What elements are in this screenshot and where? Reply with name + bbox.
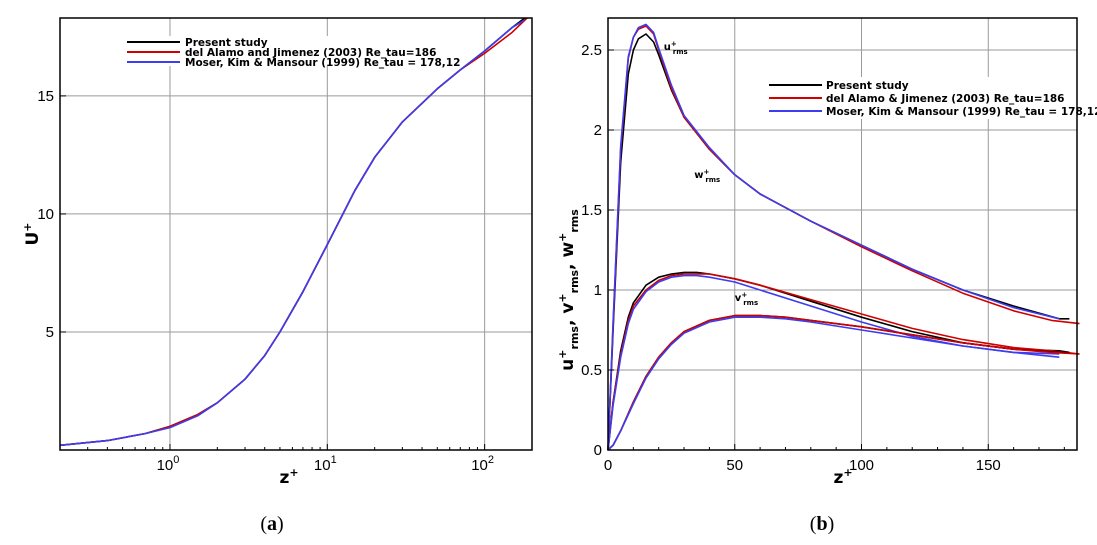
annotation-v-rms: v+ rms — [735, 291, 758, 307]
legend-b-label-present: Present study — [826, 80, 909, 92]
panel-a-series — [59, 17, 528, 447]
panel-b-series-w-moser — [607, 274, 1060, 451]
caption-b: (b) — [810, 513, 834, 535]
panel-a-xtick-label: 102 — [471, 454, 494, 474]
panel-b-ytick-label: 2 — [594, 122, 602, 139]
panel-b-ticks: 0 50 100 150 0 0.5 1 1.5 2 2.5 — [581, 42, 1065, 474]
panel-b-ytick-label: 0.5 — [581, 362, 602, 379]
panel-b-series-w-del_alamo — [607, 273, 1080, 451]
panel-b-series — [607, 23, 1080, 451]
panel-a-grid — [60, 18, 532, 450]
panel-b-annotations: u+ rms w+ rms v+ rms — [664, 40, 758, 307]
panel-b-ytick-label: 1 — [594, 282, 602, 299]
panel-b-legend: Present study del Alamo & Jimenez (2003)… — [763, 77, 1097, 119]
panel-b-xlabel: z+ — [833, 466, 852, 488]
panel-b-series-v-del_alamo — [607, 314, 1080, 451]
legend-a-label-del-alamo: del Alamo and Jimenez (2003) Re_tau=186 — [185, 47, 436, 59]
legend-b-label-moser: Moser, Kim & Mansour (1999) Re_tau = 178… — [826, 106, 1097, 118]
panel-a-series-moser — [59, 19, 525, 447]
panel-b-series-v-present — [607, 314, 1070, 451]
panel-a-ytick-label: 15 — [37, 88, 54, 105]
legend-a-label-present: Present study — [185, 37, 268, 49]
panel-a-series-present — [59, 17, 526, 447]
panel-b-ytick-label: 2.5 — [581, 42, 602, 59]
panel-b-xtick-label: 150 — [976, 457, 1001, 474]
panel-a-ytick-label: 5 — [46, 324, 54, 341]
panel-a-ylabel: U+ — [21, 222, 43, 245]
panel-b: 0 50 100 150 0 0.5 1 1.5 2 2.5 z+ u+rms, v+rms, w… — [556, 17, 1097, 535]
panel-a-ticks: 100 101 102 5 10 15 — [37, 88, 533, 474]
panel-b-series-v-moser — [607, 316, 1060, 451]
legend-a-label-moser: Moser, Kim & Mansour (1999) Re_tau = 178… — [185, 57, 460, 69]
panel-b-xtick-label: 0 — [604, 457, 612, 474]
panel-b-ylabel: u+rms, v+rms, w+rms — [556, 209, 581, 371]
panel-b-ytick-label: 0 — [594, 442, 602, 459]
annotation-u-rms: u+ rms — [664, 40, 688, 56]
panel-a-xtick-label: 101 — [314, 454, 337, 474]
panel-a-series-del_alamo — [59, 17, 528, 447]
panel-a: 100 101 102 5 10 15 z+ U+ Present study del A… — [21, 17, 533, 535]
legend-b-label-del-alamo: del Alamo & Jimenez (2003) Re_tau=186 — [826, 93, 1065, 105]
panel-a-legend: Present study del Alamo and Jimenez (200… — [124, 36, 460, 69]
panel-a-frame — [59, 17, 533, 451]
panel-b-ytick-label: 1.5 — [581, 202, 602, 219]
caption-a: (a) — [260, 513, 283, 535]
annotation-w-rms: w+ rms — [694, 168, 720, 184]
panel-a-xlabel: z+ — [279, 466, 298, 488]
panel-b-series-u-moser — [607, 23, 1060, 451]
panel-a-xtick-label: 100 — [157, 454, 180, 474]
panel-b-xtick-label: 100 — [849, 457, 874, 474]
panel-b-xtick-label: 50 — [726, 457, 743, 474]
panel-a-ytick-label: 10 — [37, 206, 54, 223]
panel-b-series-w-present — [607, 271, 1070, 451]
panel-b-frame — [607, 17, 1078, 451]
